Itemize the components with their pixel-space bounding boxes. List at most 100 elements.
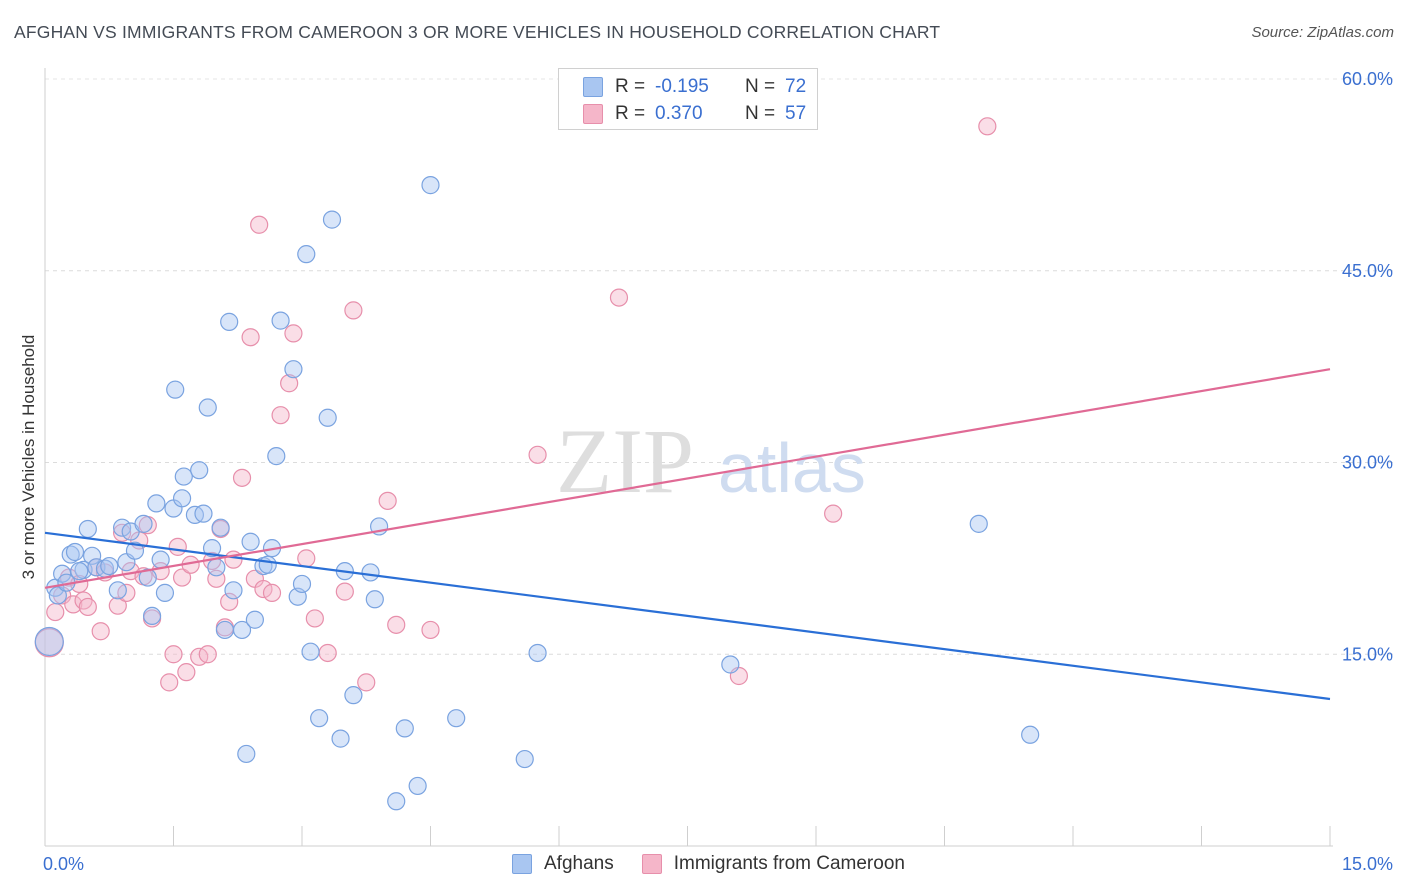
data-point-afghans xyxy=(194,504,213,523)
y-tick-label: 30.0% xyxy=(1342,453,1393,473)
data-point-afghans xyxy=(292,574,312,594)
data-point-afghans xyxy=(284,360,303,379)
data-point-afghans xyxy=(515,749,534,769)
data-point-afghans xyxy=(174,467,193,486)
legend-r-label: R = xyxy=(615,76,646,97)
data-point-afghans xyxy=(155,583,175,602)
data-point-afghans xyxy=(365,590,384,609)
data-point-cameroon xyxy=(46,602,65,622)
x-tick-label-max: 15.0% xyxy=(1342,854,1393,874)
legend-swatch-afghans xyxy=(512,854,532,874)
data-point-cameroon xyxy=(280,374,299,393)
axes xyxy=(44,68,1333,847)
data-point-cameroon xyxy=(824,504,843,523)
data-point-cameroon xyxy=(335,582,354,601)
data-point-afghans xyxy=(344,686,363,705)
data-point-cameroon xyxy=(297,549,316,568)
data-point-afghans xyxy=(70,562,89,581)
legend-swatch-cameroon xyxy=(641,854,662,874)
data-point-cameroon xyxy=(241,328,260,347)
legend-r-label: R = xyxy=(615,103,646,124)
data-point-cameroon xyxy=(164,645,183,664)
data-point-afghans xyxy=(172,489,192,508)
data-point-cameroon xyxy=(198,645,217,664)
data-point-cameroon xyxy=(172,568,192,587)
chart-title: AFGHAN VS IMMIGRANTS FROM CAMEROON 3 OR … xyxy=(14,22,941,42)
legend-label-cameroon: Immigrants from Cameroon xyxy=(673,853,905,874)
data-point-afghans xyxy=(318,408,337,427)
y-tick-label: 15.0% xyxy=(1342,644,1393,664)
data-point-afghans xyxy=(48,586,67,605)
data-point-afghans xyxy=(271,311,290,330)
y-tick-label: 60.0% xyxy=(1342,69,1393,89)
data-point-afghans xyxy=(395,719,414,738)
legend-row-cameroon: R = 0.370 N = 57 xyxy=(583,102,806,126)
data-point-cameroon xyxy=(232,468,252,487)
data-point-afghans xyxy=(721,655,740,674)
data-point-cameroon xyxy=(254,579,273,599)
data-point-cameroon xyxy=(357,673,376,692)
data-point-cameroon xyxy=(220,592,239,611)
data-point-cameroon xyxy=(318,643,337,663)
legend-r-value: 0.370 xyxy=(655,103,703,124)
data-point-afghans xyxy=(220,312,239,331)
data-point-cameroon xyxy=(262,583,282,602)
data-point-cameroon xyxy=(528,445,547,464)
data-point-afghans xyxy=(237,744,256,764)
data-point-afghans xyxy=(361,563,380,582)
data-point-cameroon xyxy=(387,615,406,634)
legend-n-label: N = xyxy=(745,76,776,97)
data-point-afghans xyxy=(408,776,427,796)
data-point-cameroon xyxy=(421,620,440,640)
trend-line-cameroon xyxy=(44,368,1331,589)
data-point-afghans xyxy=(241,532,260,551)
data-point-cameroon xyxy=(250,215,269,234)
series-afghans-points xyxy=(34,176,1040,811)
data-point-afghans xyxy=(207,558,226,577)
data-point-afghans xyxy=(151,550,170,569)
y-tick-label: 45.0% xyxy=(1342,261,1393,281)
data-point-afghans xyxy=(258,555,277,574)
gridlines xyxy=(45,78,1393,655)
data-point-cameroon xyxy=(108,596,127,615)
data-point-afghans xyxy=(190,461,209,480)
data-point-afghans xyxy=(100,556,119,576)
data-point-afghans xyxy=(232,620,252,640)
data-point-afghans xyxy=(215,620,234,640)
legend-r-value: -0.195 xyxy=(655,76,709,97)
data-point-afghans xyxy=(211,518,230,537)
data-point-afghans xyxy=(142,606,162,626)
data-point-afghans xyxy=(245,610,264,629)
data-point-cameroon xyxy=(64,595,83,614)
data-point-afghans xyxy=(202,539,222,558)
source-label: Source: ZipAtlas.com xyxy=(1251,24,1394,41)
data-point-cameroon xyxy=(378,491,397,510)
data-point-afghans xyxy=(421,176,440,195)
data-point-cameroon xyxy=(160,673,179,692)
data-point-cameroon xyxy=(284,324,303,343)
series-legend: Afghans Immigrants from Cameroon xyxy=(512,852,933,876)
data-point-afghans xyxy=(112,518,132,537)
legend-item-cameroon[interactable]: Immigrants from Cameroon xyxy=(641,853,905,875)
data-point-cameroon xyxy=(168,537,187,556)
data-point-afghans xyxy=(528,643,547,663)
data-point-afghans xyxy=(322,210,342,229)
data-point-afghans xyxy=(78,519,97,539)
data-point-cameroon xyxy=(344,301,363,320)
legend-item-afghans[interactable]: Afghans xyxy=(512,853,614,875)
data-point-afghans xyxy=(34,626,64,657)
data-point-afghans xyxy=(65,542,85,562)
legend-n-label: N = xyxy=(745,103,776,124)
legend-swatch-afghans xyxy=(583,77,603,97)
tick-labels: 15.0% 30.0% 45.0% 60.0% 0.0% 15.0% xyxy=(43,69,1393,874)
data-point-afghans xyxy=(267,447,286,466)
trend-line-afghans xyxy=(44,531,1331,701)
watermark-atlas: atlas xyxy=(718,429,866,507)
x-tick-label-min: 0.0% xyxy=(43,854,84,874)
stats-legend: R = -0.195 N = 72 R = 0.370 N = 57 xyxy=(558,68,818,130)
data-point-cameroon xyxy=(91,622,110,641)
data-point-cameroon xyxy=(609,288,629,307)
series-cameroon-points xyxy=(34,117,997,692)
data-point-cameroon xyxy=(271,406,290,425)
